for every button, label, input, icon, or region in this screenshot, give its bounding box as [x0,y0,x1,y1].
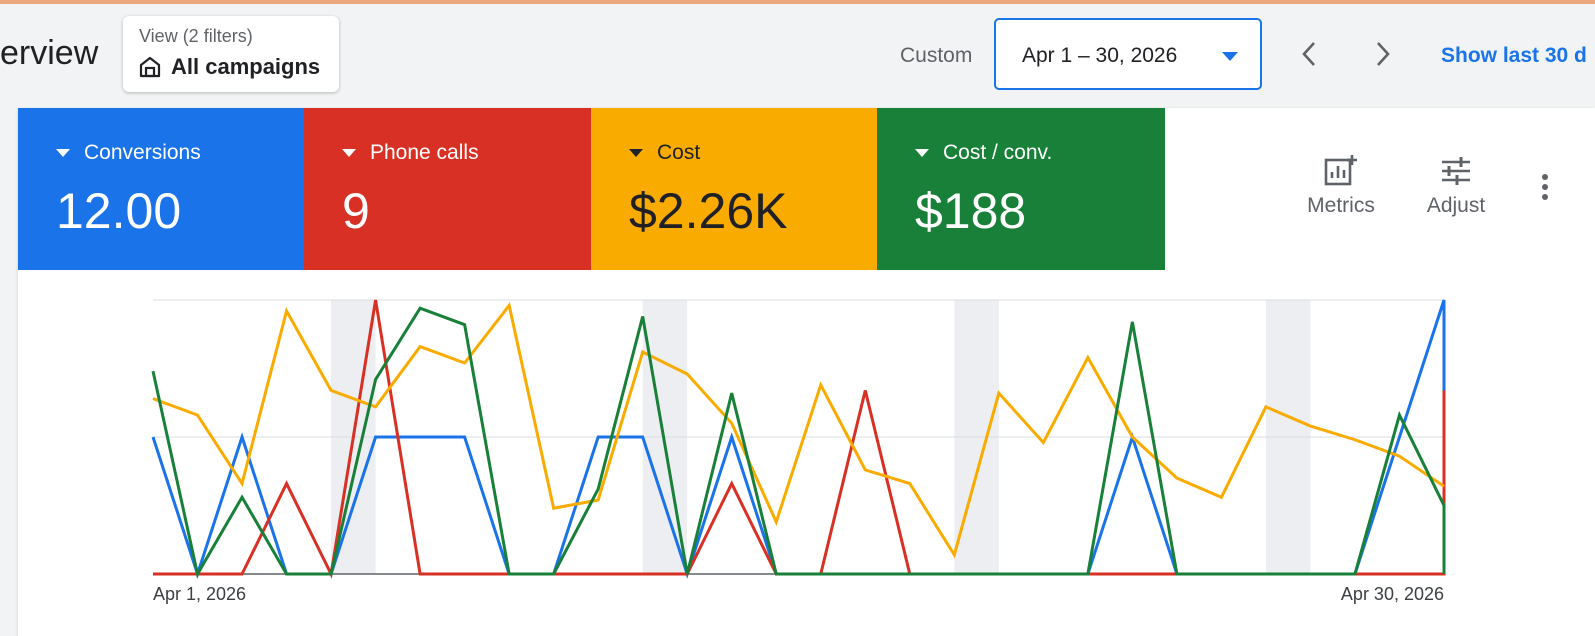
show-last-30-days-link[interactable]: Show last 30 d [1441,44,1587,67]
metrics-button-label: Metrics [1307,194,1375,217]
tune-icon [1442,157,1470,185]
chevron-left-icon [1302,42,1315,66]
more-vert-icon [1542,174,1548,200]
metric-value: $188 [915,183,1027,239]
metric-label: Conversions [84,141,201,164]
dropdown-caret-icon [342,149,356,157]
metric-tile-phone-calls[interactable]: Phone calls 9 [304,108,591,270]
page-title: erview [0,34,99,72]
store-icon [139,56,161,78]
adjust-button[interactable]: Adjust [1406,154,1506,218]
next-period-button[interactable] [1363,32,1403,76]
metric-value: 12.00 [56,183,182,239]
date-range-picker[interactable]: Apr 1 – 30, 2026 [994,18,1262,90]
view-filter-label: All campaigns [171,54,321,79]
dropdown-caret-icon [915,149,929,157]
metric-label: Phone calls [370,141,479,164]
metric-label: Cost / conv. [943,141,1053,164]
view-filter-main: All campaigns [139,54,320,80]
x-axis-start-label: Apr 1, 2026 [153,584,246,604]
add-chart-icon [1324,155,1357,186]
x-axis-end-label: Apr 30, 2026 [1341,584,1444,604]
series-line-3 [151,306,1446,579]
dropdown-caret-icon [1222,52,1238,61]
dropdown-caret-icon [629,149,643,157]
adjust-button-label: Adjust [1426,194,1486,217]
metric-tile-cost-per-conversion[interactable]: Cost / conv. $188 [877,108,1165,270]
metric-value: 9 [342,183,370,239]
metric-value: $2.26K [629,183,788,239]
date-range-text: Apr 1 – 30, 2026 [1022,44,1178,67]
chevron-right-icon [1377,42,1390,66]
more-options-button[interactable] [1541,173,1549,206]
series-line-2 [152,302,1445,559]
date-mode-label: Custom [900,44,973,67]
top-accent-rule [0,0,1595,4]
performance-line-chart: Apr 1, 2026 Apr 30, 2026 [151,299,1446,604]
previous-period-button[interactable] [1289,32,1329,76]
metric-label: Cost [657,141,701,164]
header-bar: erview View (2 filters) All campaigns Cu… [0,4,1595,104]
dropdown-caret-icon [56,149,70,157]
metrics-button[interactable]: Metrics [1291,154,1391,218]
performance-card: Conversions 12.00 Phone calls 9 Cost $2.… [18,108,1595,636]
view-filter-selector[interactable]: View (2 filters) All campaigns [123,16,339,92]
metric-tile-conversions[interactable]: Conversions 12.00 [18,108,304,270]
metric-tile-cost[interactable]: Cost $2.26K [591,108,877,270]
view-filter-subtitle: View (2 filters) [139,26,253,46]
